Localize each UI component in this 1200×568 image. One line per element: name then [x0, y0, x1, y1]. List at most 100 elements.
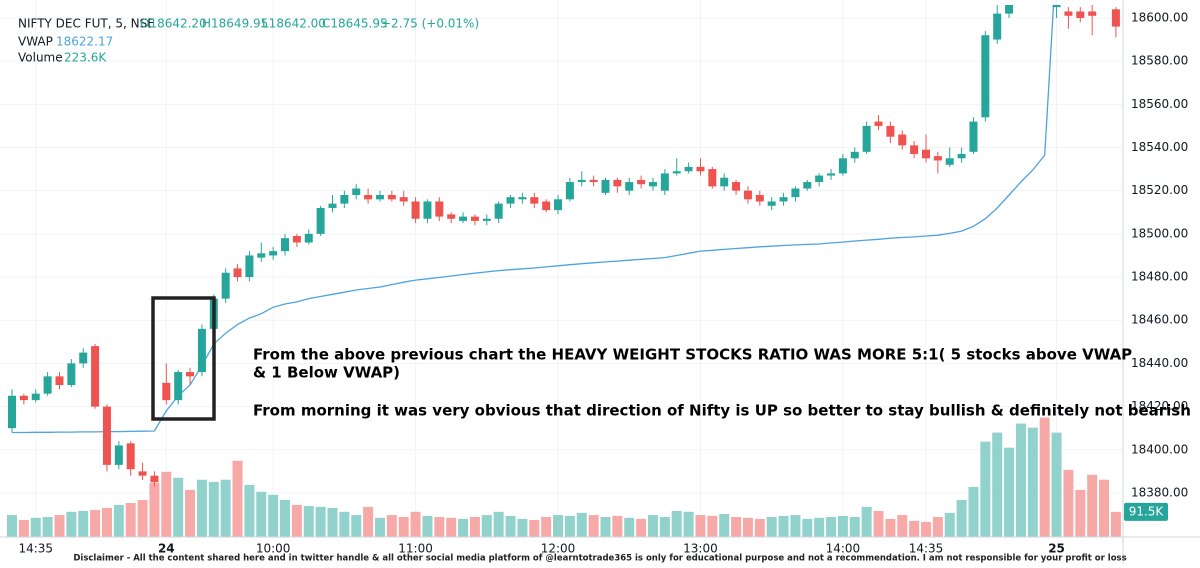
candle-body — [672, 171, 681, 174]
candle-body — [696, 166, 705, 172]
candle-body — [506, 197, 515, 204]
annotation: & 1 Below VWAP) — [253, 364, 400, 382]
y-tick-label: 18380.00 — [1131, 485, 1188, 499]
candle-body — [8, 395, 16, 429]
volume-legend: Volume — [18, 51, 63, 65]
candle-body — [815, 175, 824, 183]
candle-body — [660, 173, 669, 191]
volume-bar — [327, 507, 338, 537]
volume-bar — [683, 511, 694, 537]
disclaimer: Disclaimer - All the content shared here… — [73, 554, 1126, 564]
candle-body — [91, 346, 100, 407]
volume-bar — [469, 516, 480, 537]
candle-body — [79, 352, 88, 364]
x-tick-label: 24 — [158, 542, 175, 556]
candle-body — [637, 179, 646, 185]
candle-body — [755, 195, 764, 202]
volume-bar — [873, 510, 884, 537]
candle-body — [577, 179, 586, 183]
candle-body — [542, 201, 551, 211]
candle-body — [19, 395, 28, 401]
volume-bar — [968, 486, 979, 537]
candle-body — [554, 199, 563, 211]
candle-body — [470, 216, 479, 221]
ohlc-high: H18649.95 — [202, 17, 268, 31]
volume-bar — [256, 491, 267, 537]
y-tick-label: 18600.00 — [1131, 10, 1188, 24]
volume-bar — [517, 518, 528, 537]
candle-body — [304, 233, 313, 243]
last-volume-label: 91.5K — [1129, 504, 1165, 518]
candle-body — [957, 153, 966, 159]
volume-bar — [802, 518, 813, 537]
candle-body — [399, 197, 408, 202]
candle-body — [969, 121, 978, 152]
volume-bar — [137, 500, 148, 537]
candle-body — [1076, 11, 1085, 18]
volume-bar — [600, 516, 611, 537]
highlight-box — [151, 296, 216, 421]
candle-body — [862, 125, 871, 152]
candle-body — [1111, 9, 1120, 27]
volume-bar — [161, 471, 172, 537]
volume-bar — [885, 518, 896, 537]
volume-bar — [78, 510, 89, 537]
candle-body — [221, 272, 230, 299]
candle-body — [114, 445, 123, 465]
candle-body — [174, 372, 183, 401]
volume-bar — [920, 521, 931, 537]
candle-body — [423, 201, 432, 219]
volume-bar — [66, 511, 77, 537]
candle-body — [1064, 11, 1073, 16]
volume-bar — [576, 512, 587, 537]
candle-body — [1100, 0, 1108, 1]
volume-bar — [564, 515, 575, 537]
volume-bar — [446, 517, 457, 537]
volume-bar — [992, 432, 1003, 537]
candle-body — [352, 188, 361, 195]
volume-bar — [826, 516, 837, 537]
volume-bar — [956, 500, 967, 537]
volume-bar — [42, 516, 53, 537]
volume-bar — [315, 506, 326, 537]
volume-bar — [149, 482, 160, 537]
candle-body — [648, 182, 657, 187]
candle-body — [791, 188, 800, 198]
volume-bar — [280, 500, 291, 537]
annotation: From the above previous chart the HEAVY … — [253, 346, 1132, 364]
vwap-legend: VWAP — [18, 35, 53, 49]
volume-bar — [113, 504, 124, 537]
volume-bar — [612, 515, 623, 537]
candle-body — [613, 179, 622, 187]
grid — [0, 0, 1123, 537]
candle-body — [233, 268, 242, 278]
volume-bar — [90, 509, 101, 537]
volume-bar — [30, 517, 41, 537]
candle-body — [993, 13, 1002, 40]
x-tick-label: 25 — [1048, 542, 1065, 556]
candle-body — [933, 156, 942, 161]
volume-bar — [173, 477, 184, 537]
candle-body — [732, 182, 741, 191]
candle-body — [767, 201, 776, 206]
x-tick-label: 11:00 — [398, 542, 433, 556]
volume-bar — [101, 507, 112, 537]
candle-body — [387, 195, 396, 200]
axes: 18380.00 18400.00 18420.00 18440.00 18460.00… — [18, 10, 1188, 555]
candle-body — [1005, 5, 1014, 14]
volume-bar — [1110, 511, 1121, 537]
y-tick-label: 18420.00 — [1131, 399, 1188, 413]
volume-bar — [1075, 489, 1086, 537]
last-volume-tag — [1124, 502, 1168, 521]
x-tick-label: 12:00 — [541, 542, 576, 556]
volume-bar — [386, 515, 397, 537]
candle-body — [589, 179, 598, 183]
y-tick-label: 18560.00 — [1131, 97, 1188, 111]
y-tick-label: 18540.00 — [1131, 140, 1188, 154]
candle-body — [340, 195, 349, 204]
candle-body — [482, 218, 491, 221]
volume-bar — [980, 441, 991, 537]
x-tick-label: 14:00 — [826, 542, 861, 556]
volume-bar — [778, 515, 789, 537]
